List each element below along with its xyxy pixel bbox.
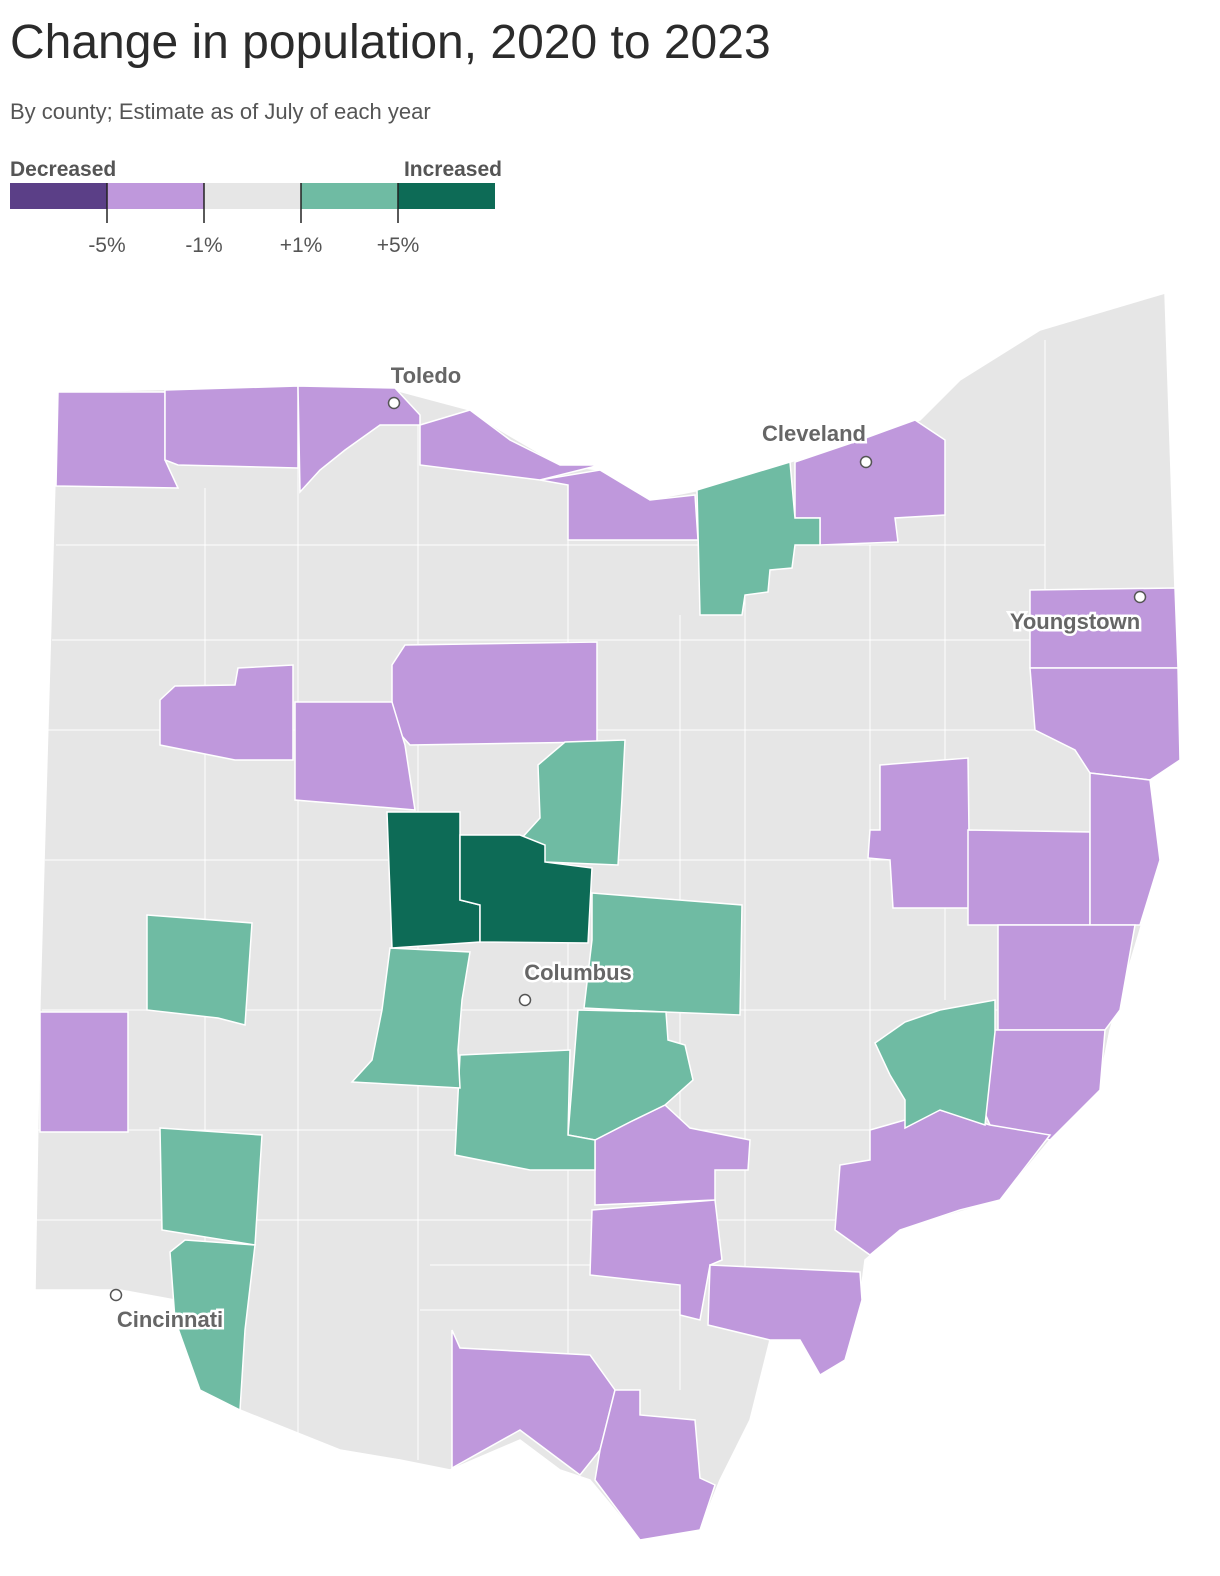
- county: [294, 701, 416, 811]
- county: [451, 1329, 616, 1477]
- legend-low-label: Decreased: [10, 158, 116, 181]
- city-dot: [859, 455, 873, 469]
- county: [146, 914, 253, 1026]
- county: [55, 391, 180, 489]
- county: [39, 1011, 129, 1133]
- title: Change in population, 2020 to 2023: [10, 16, 771, 69]
- legend-tick-label: -5%: [88, 234, 125, 257]
- legend-swatch: [204, 183, 301, 209]
- county: [1089, 772, 1161, 926]
- city-label: Youngstown: [1010, 609, 1140, 634]
- city-label: Cleveland: [762, 421, 866, 446]
- county: [997, 924, 1136, 1031]
- county: [419, 409, 601, 481]
- county: [874, 999, 996, 1130]
- county: [459, 834, 593, 944]
- county: [169, 1239, 256, 1412]
- legend-swatch: [301, 183, 398, 209]
- county: [696, 461, 821, 616]
- county: [539, 469, 699, 541]
- legend-tick-label: +5%: [377, 234, 420, 257]
- county: [350, 947, 471, 1089]
- legend-swatch: [10, 183, 107, 209]
- county: [594, 1389, 716, 1541]
- county: [589, 1199, 723, 1321]
- cities: Toledo Cleveland Youngstown Columbus Cin…: [109, 361, 1147, 1335]
- county: [867, 757, 971, 909]
- county: [974, 1029, 1106, 1141]
- county: [583, 892, 743, 1016]
- county: [164, 385, 299, 469]
- legend: -5% -1% +1% +5%: [10, 183, 495, 257]
- legend-swatch: [398, 183, 495, 209]
- city-label: Columbus: [524, 960, 632, 985]
- legend-tick-label: +1%: [280, 234, 323, 257]
- map: [34, 292, 1181, 1541]
- county: [297, 385, 421, 494]
- city-dot: [518, 993, 532, 1007]
- city-label: Toledo: [391, 363, 461, 388]
- county: [454, 1049, 596, 1171]
- county: [391, 641, 598, 746]
- city-label: Cincinnati: [117, 1307, 223, 1332]
- legend-high-label: Increased: [404, 158, 502, 181]
- county: [967, 829, 1091, 926]
- legend-swatch: [107, 183, 204, 209]
- legend-tick-label: -1%: [185, 234, 222, 257]
- county: [707, 1264, 863, 1377]
- city-dot: [387, 396, 401, 410]
- subtitle: By county; Estimate as of July of each y…: [10, 99, 431, 124]
- city-dot: [1133, 590, 1147, 604]
- city-dot: [109, 1288, 123, 1302]
- county: [159, 664, 294, 761]
- county: [159, 1127, 263, 1246]
